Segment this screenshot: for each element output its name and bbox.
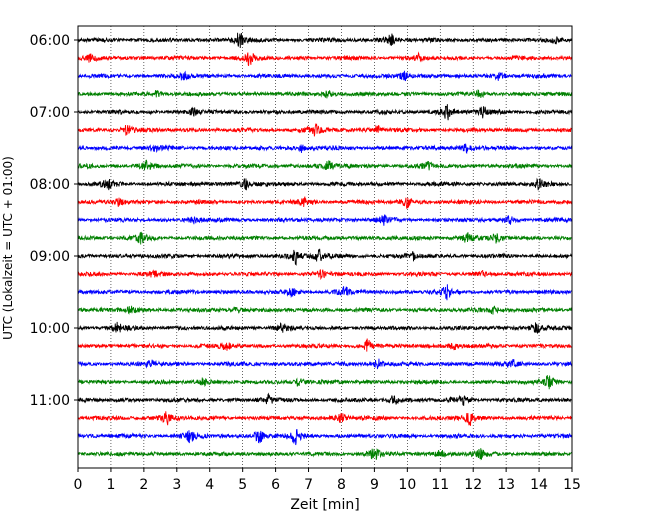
x-tick-label: 2 bbox=[139, 477, 148, 493]
x-tick-label: 6 bbox=[271, 477, 280, 493]
y-tick-label: 11:00 bbox=[30, 393, 70, 409]
trace-0645 bbox=[77, 89, 573, 99]
plot-frame bbox=[77, 25, 573, 469]
x-tick-label: 7 bbox=[304, 477, 313, 493]
y-axis-label: UTC (Lokalzeit = UTC + 01:00) bbox=[1, 156, 15, 340]
trace-0800 bbox=[77, 177, 573, 191]
y-tick-label: 08:00 bbox=[30, 177, 70, 193]
y-tick-label: 10:00 bbox=[30, 321, 70, 337]
x-tick-label: 4 bbox=[205, 477, 214, 493]
trace-0815 bbox=[77, 196, 573, 210]
x-tick-label: 13 bbox=[497, 477, 515, 493]
x-tick-label: 0 bbox=[74, 477, 83, 493]
trace-1130 bbox=[77, 428, 573, 446]
y-tick-label: 06:00 bbox=[30, 33, 70, 49]
x-axis: 0 1 2 3 4 5 6 7 8 9 10 11 12 13 14 15 bbox=[74, 468, 581, 493]
x-axis-label: Zeit [min] bbox=[290, 497, 359, 513]
trace-0630 bbox=[77, 70, 573, 82]
trace-1145 bbox=[77, 448, 573, 461]
x-tick-label: 12 bbox=[464, 477, 482, 493]
trace-0915 bbox=[77, 269, 573, 281]
traces bbox=[77, 32, 573, 461]
trace-1100 bbox=[77, 392, 573, 406]
y-tick-label: 07:00 bbox=[30, 105, 70, 121]
x-tick-label: 3 bbox=[172, 477, 181, 493]
trace-0830 bbox=[77, 214, 573, 226]
x-tick-label: 5 bbox=[238, 477, 247, 493]
x-tick-label: 14 bbox=[530, 477, 548, 493]
trace-0715 bbox=[77, 123, 573, 137]
trace-1115 bbox=[77, 411, 573, 426]
trace-0745 bbox=[77, 159, 573, 171]
x-tick-label: 10 bbox=[398, 477, 416, 493]
trace-0600 bbox=[77, 32, 573, 49]
trace-0930 bbox=[77, 284, 573, 301]
x-tick-label: 9 bbox=[370, 477, 379, 493]
trace-1030 bbox=[77, 358, 573, 370]
trace-0945 bbox=[77, 305, 573, 315]
trace-0900 bbox=[77, 248, 573, 266]
trace-0615 bbox=[77, 51, 573, 67]
x-tick-label: 11 bbox=[431, 477, 449, 493]
trace-0700 bbox=[77, 104, 573, 121]
trace-1000 bbox=[77, 321, 573, 335]
trace-1045 bbox=[77, 375, 573, 390]
x-tick-label: 8 bbox=[337, 477, 346, 493]
y-axis: 06:00 07:00 08:00 09:00 10:00 11:00 bbox=[30, 33, 78, 409]
trace-0845 bbox=[77, 231, 573, 245]
trace-0730 bbox=[77, 143, 573, 155]
x-tick-label: 15 bbox=[563, 477, 581, 493]
trace-1015 bbox=[77, 338, 573, 352]
x-tick-label: 1 bbox=[106, 477, 115, 493]
y-tick-label: 09:00 bbox=[30, 249, 70, 265]
